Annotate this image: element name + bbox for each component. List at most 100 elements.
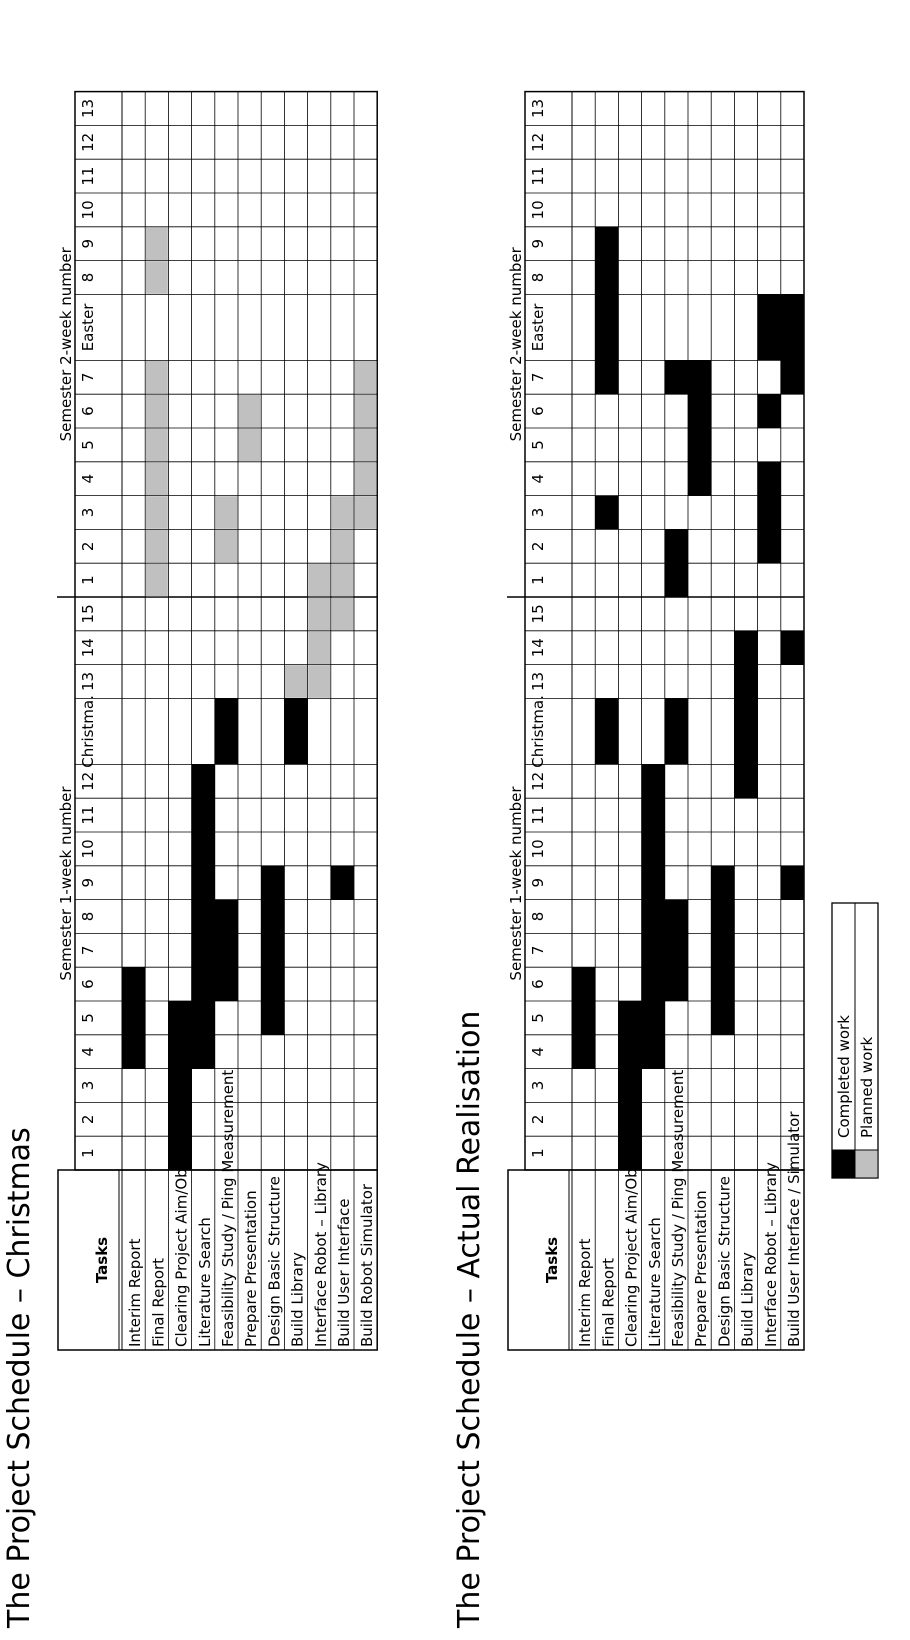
completed-cell	[688, 461, 712, 496]
completed-cell	[734, 764, 758, 799]
week-column-label: 4	[529, 474, 547, 484]
week-column-label: 9	[529, 239, 547, 249]
planned-cell	[285, 665, 307, 698]
week-column-label: 11	[529, 806, 547, 825]
task-label: Feasibility Study / Ping Measurement	[219, 1070, 237, 1347]
completed-cell	[711, 933, 735, 968]
week-column-label: 8	[79, 273, 97, 283]
planned-cell	[238, 394, 261, 428]
task-label: Final Report	[149, 1258, 167, 1347]
completed-cell	[214, 967, 239, 1001]
legend-planned-label: Planned work	[858, 1036, 876, 1138]
completed-cell	[595, 226, 619, 261]
tasks-header: Tasks	[543, 1237, 561, 1283]
completed-cell	[191, 1000, 215, 1035]
completed-cell	[261, 865, 285, 900]
completed-cell	[191, 764, 215, 799]
task-label: Interface Robot – Library	[762, 1162, 780, 1347]
planned-cell	[145, 496, 168, 529]
completed-cell	[168, 1000, 192, 1035]
completed-cell	[214, 933, 239, 968]
task-label: Design Basic Structure	[265, 1176, 283, 1347]
completed-cell	[757, 495, 781, 530]
task-label: Feasibility Study / Ping Measurement	[669, 1070, 687, 1347]
task-label: Interface Robot – Library	[312, 1162, 330, 1347]
completed-cell	[595, 294, 619, 361]
week-column-label: 7	[529, 373, 547, 383]
completed-cell	[261, 933, 285, 968]
week-column-label: 8	[79, 912, 97, 922]
week-column-label: 10	[79, 839, 97, 858]
planned-cell	[215, 496, 238, 529]
semester-group-label: Semester 2-week number	[57, 246, 75, 441]
week-column-label: 1	[79, 1148, 97, 1158]
planned-cell	[308, 563, 331, 597]
completed-cell	[711, 1000, 735, 1035]
planned-cell	[145, 563, 168, 597]
christmas-schedule-chart: The Project Schedule – Christmas Tasks Int…	[2, 90, 378, 1629]
week-column-label: Christma.	[529, 695, 547, 768]
completed-cell	[191, 899, 215, 934]
completed-cell	[122, 967, 146, 1001]
week-column-label: 4	[79, 474, 97, 484]
completed-cell	[618, 1034, 642, 1069]
completed-cell	[757, 529, 781, 564]
week-column-label: 5	[529, 440, 547, 450]
completed-cell	[780, 865, 804, 900]
task-label: Build Library	[289, 1252, 307, 1347]
completed-cell	[664, 933, 689, 968]
week-column-label: 8	[529, 912, 547, 922]
planned-cell	[308, 597, 331, 631]
week-column-label: 10	[79, 200, 97, 219]
planned-cell	[331, 597, 354, 631]
task-label: Design Basic Structure	[715, 1176, 733, 1347]
legend-planned-swatch	[855, 1150, 878, 1178]
completed-cell	[168, 1102, 192, 1137]
completed-cell	[168, 1136, 192, 1170]
week-column-label: 15	[79, 604, 97, 623]
week-column-label: 15	[529, 604, 547, 623]
week-column-label: 5	[79, 440, 97, 450]
week-column-label: 1	[529, 575, 547, 585]
completed-cell	[191, 933, 215, 968]
week-column-label: 10	[529, 200, 547, 219]
completed-cell	[664, 563, 689, 597]
completed-cell	[664, 360, 689, 395]
completed-cell	[664, 967, 689, 1001]
semester-group-label: Semester 1-week number	[57, 786, 75, 981]
week-column-label: 13	[529, 99, 547, 118]
completed-cell	[122, 1034, 146, 1069]
completed-cell	[572, 1034, 596, 1069]
task-label: Build User Interface / Simulator	[785, 1111, 803, 1347]
week-column-label: 1	[79, 575, 97, 585]
legend-completed-swatch	[832, 1150, 855, 1178]
completed-cell	[595, 495, 619, 530]
planned-cell	[145, 360, 168, 394]
week-column-label: 4	[529, 1047, 547, 1057]
completed-cell	[641, 764, 665, 799]
completed-cell	[191, 1034, 215, 1069]
task-label: Build User Interface	[335, 1198, 353, 1347]
completed-cell	[664, 899, 689, 934]
task-label: Literature Search	[196, 1217, 214, 1347]
week-column-label: 13	[79, 99, 97, 118]
planned-cell	[145, 261, 168, 294]
completed-cell	[261, 967, 285, 1001]
completed-cell	[757, 461, 781, 496]
completed-cell	[122, 1000, 146, 1035]
week-column-label: 9	[529, 878, 547, 888]
semester-group-label: Semester 1-week number	[507, 786, 525, 981]
week-column-label: 3	[529, 508, 547, 518]
week-column-label: 7	[79, 373, 97, 383]
task-label: Prepare Presentation	[692, 1190, 710, 1347]
completed-cell	[572, 967, 596, 1001]
completed-cell	[261, 899, 285, 934]
planned-cell	[308, 665, 331, 698]
planned-cell	[331, 563, 354, 597]
week-column-label: 7	[79, 946, 97, 956]
week-column-label: 12	[79, 772, 97, 791]
completed-cell	[168, 1034, 192, 1069]
chart-title: The Project Schedule – Christmas	[2, 1127, 37, 1629]
week-column-label: 11	[529, 167, 547, 186]
legend: Completed work Planned work	[831, 902, 879, 1179]
